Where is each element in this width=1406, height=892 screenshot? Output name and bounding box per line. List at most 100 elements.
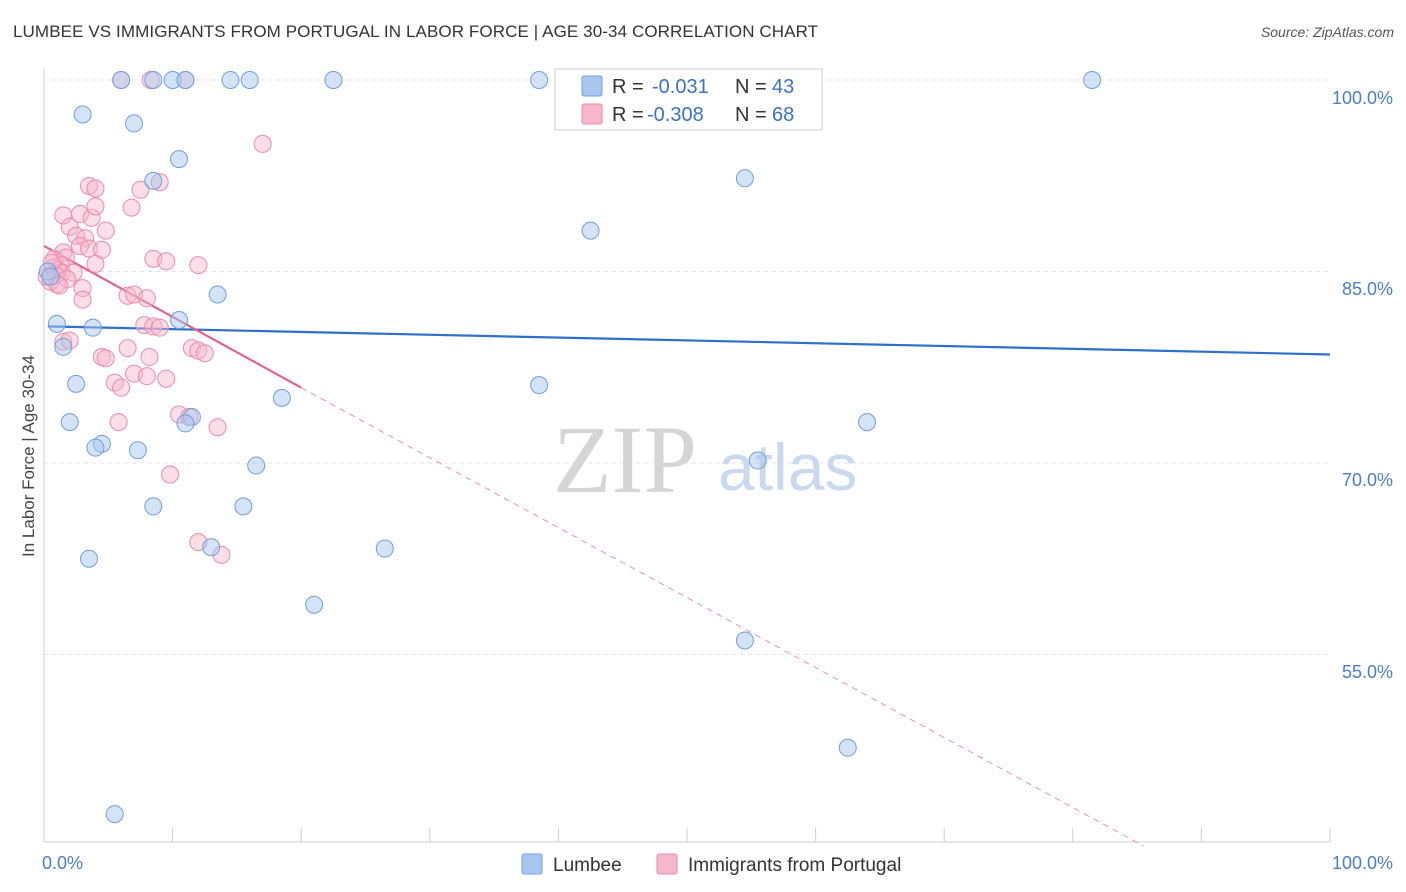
point-portugal-3	[253, 134, 272, 153]
point-portugal-10	[82, 208, 101, 227]
bottom-legend-swatch-lumbee	[521, 853, 543, 875]
bottom-legend-portugal: Immigrants from Portugal	[688, 855, 901, 876]
x-tick-0: 0.0%	[42, 853, 83, 873]
point-portugal-5	[86, 179, 105, 198]
legend-portugal-n-label: N =	[735, 104, 767, 126]
point-lumbee-18	[170, 311, 189, 330]
legend-lumbee-r-value: -0.031	[652, 76, 709, 98]
legend-lumbee-n-label: N =	[735, 76, 767, 98]
points-portugal	[37, 71, 272, 564]
legend-swatch-lumbee	[581, 75, 603, 97]
point-lumbee-29	[128, 441, 147, 460]
point-lumbee-17	[83, 318, 102, 337]
legend-swatch-portugal	[581, 103, 603, 125]
point-lumbee-42	[41, 267, 60, 286]
point-lumbee-7	[530, 71, 549, 89]
point-portugal-39	[73, 290, 92, 309]
point-lumbee-15	[208, 285, 227, 304]
point-lumbee-8	[1083, 71, 1102, 89]
point-lumbee-11	[170, 150, 189, 169]
point-lumbee-14	[581, 221, 600, 240]
point-portugal-53	[137, 367, 156, 386]
legend-lumbee-n-value: 43	[772, 76, 794, 98]
point-portugal-46	[140, 348, 159, 367]
y-tick-55: 55.0%	[1342, 662, 1393, 682]
chart-source: Source: ZipAtlas.com	[1260, 24, 1394, 40]
point-portugal-18	[80, 239, 99, 258]
y-tick-70: 70.0%	[1342, 470, 1393, 490]
point-portugal-11	[86, 197, 105, 216]
point-portugal-36	[118, 286, 137, 305]
stats-legend: R = -0.031 N = 43 R = -0.308 N = 68	[554, 68, 823, 131]
x-tick-100: 100.0%	[1332, 853, 1393, 873]
point-portugal-26	[189, 256, 208, 275]
point-lumbee-13	[735, 169, 754, 188]
y-tick-100: 100.0%	[1332, 88, 1393, 108]
point-lumbee-9	[73, 105, 92, 124]
point-portugal-16	[96, 221, 115, 240]
point-portugal-13	[60, 217, 79, 236]
point-portugal-42	[150, 318, 169, 337]
point-portugal-32	[64, 263, 83, 282]
point-portugal-25	[157, 252, 176, 271]
points-lumbee	[38, 71, 1102, 824]
legend-portugal-n-value: 68	[772, 104, 794, 126]
point-portugal-61	[161, 465, 180, 484]
watermark-zip: ZIP	[553, 406, 697, 513]
chart-title: LUMBEE VS IMMIGRANTS FROM PORTUGAL IN LA…	[13, 22, 819, 41]
point-portugal-40	[135, 316, 154, 335]
bottom-legend-lumbee: Lumbee	[553, 855, 622, 876]
legend-portugal-r-label: R =	[612, 104, 644, 126]
point-lumbee-3	[176, 71, 195, 89]
point-lumbee-30	[748, 451, 767, 470]
point-portugal-59	[208, 418, 227, 437]
point-lumbee-23	[60, 413, 79, 432]
point-lumbee-22	[272, 388, 291, 407]
point-lumbee-34	[202, 538, 221, 557]
point-portugal-47	[118, 339, 137, 358]
gridlines	[44, 79, 1330, 655]
point-lumbee-5	[240, 71, 259, 89]
point-portugal-60	[109, 413, 128, 432]
point-portugal-49	[96, 349, 115, 368]
y-axis-label: In Labor Force | Age 30-34	[19, 355, 38, 557]
point-lumbee-31	[247, 456, 266, 475]
point-lumbee-38	[735, 631, 754, 650]
point-portugal-56	[112, 378, 131, 397]
watermark-atlas: atlas	[718, 430, 857, 504]
point-lumbee-16	[47, 314, 66, 333]
trend-lines	[43, 245, 1331, 847]
point-lumbee-26	[858, 413, 877, 432]
point-lumbee-36	[80, 549, 99, 568]
point-lumbee-6	[324, 71, 343, 89]
x-ticks	[43, 828, 1331, 842]
point-lumbee-37	[305, 595, 324, 614]
point-lumbee-20	[67, 374, 86, 393]
point-portugal-38	[137, 289, 156, 308]
point-portugal-9	[71, 205, 90, 224]
trend-line-portugal-extended	[300, 387, 1144, 847]
point-lumbee-33	[234, 497, 253, 516]
point-portugal-41	[144, 317, 163, 336]
point-lumbee-12	[144, 171, 163, 190]
point-lumbee-32	[144, 497, 163, 516]
point-portugal-54	[157, 369, 176, 388]
point-lumbee-1	[144, 71, 163, 89]
point-lumbee-19	[54, 337, 73, 356]
legend-portugal-r-value: -0.308	[647, 104, 704, 126]
bottom-legend-swatch-portugal	[656, 853, 678, 875]
point-lumbee-10	[125, 114, 144, 133]
point-lumbee-40	[105, 805, 124, 824]
point-portugal-6	[131, 180, 150, 199]
point-lumbee-28	[86, 438, 105, 457]
legend-lumbee-r-label: R =	[612, 76, 644, 98]
bottom-legend: Lumbee Immigrants from Portugal	[521, 853, 901, 876]
point-lumbee-25	[176, 414, 195, 433]
point-lumbee-4	[221, 71, 240, 89]
point-lumbee-35	[375, 539, 394, 558]
point-lumbee-21	[530, 376, 549, 395]
point-lumbee-39	[838, 738, 857, 757]
trend-line-lumbee	[47, 325, 1331, 356]
point-lumbee-0	[112, 71, 131, 89]
